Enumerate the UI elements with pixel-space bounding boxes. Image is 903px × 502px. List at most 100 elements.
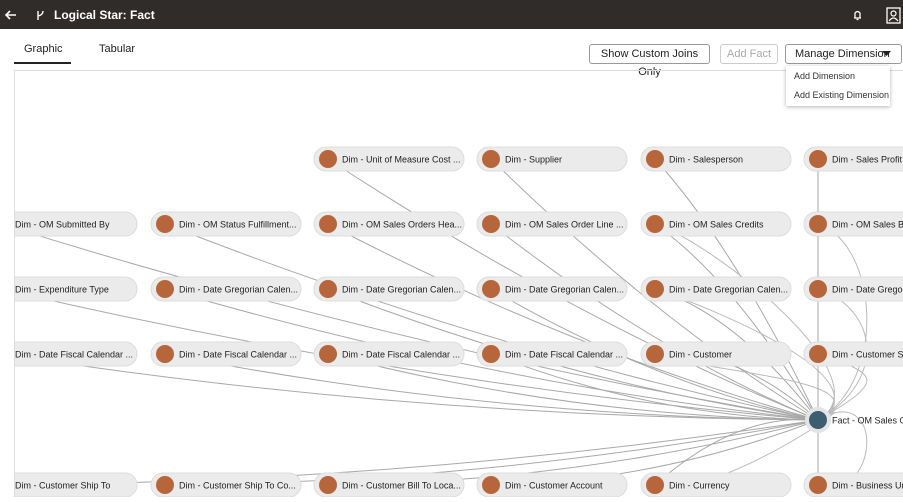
node-icon	[156, 476, 174, 494]
dimension-node[interactable]: Dim - Customer	[640, 341, 792, 367]
node-pill	[640, 146, 792, 172]
dimension-node[interactable]: Dim - Unit of Measure Cost ...	[313, 146, 465, 172]
user-body	[888, 17, 899, 22]
node-label: Dim - Unit of Measure Cost ...	[342, 154, 461, 164]
node-label: Dim - OM Sales Credits	[669, 219, 764, 229]
menu-item[interactable]: Add Dimension	[794, 71, 856, 81]
add-fact-button: Add Fact	[720, 44, 778, 64]
caret	[882, 51, 891, 56]
node-pill	[0, 341, 138, 367]
node-icon	[482, 280, 500, 298]
node-icon	[482, 150, 500, 168]
node-icon	[809, 345, 827, 363]
node-label: Dim - Customer Ship To Co...	[179, 480, 296, 490]
dimension-node[interactable]: Dim - Date Gregorian Calen...	[150, 276, 302, 302]
fact-node[interactable]: Fact - OM Sales Ord	[805, 407, 903, 433]
edge	[654, 223, 835, 421]
dimension-node[interactable]: Dim - Customer Sol	[803, 341, 903, 367]
dimension-node[interactable]: Dim - Date Fiscal Calendar ...	[150, 341, 302, 367]
edge	[654, 223, 819, 421]
dimension-node[interactable]: Dim - OM Status Fulfillment...	[150, 211, 302, 237]
dimension-node[interactable]: Dim - Supplier	[476, 146, 628, 172]
dimension-node[interactable]: Dim - Currency	[640, 472, 792, 498]
node-pill	[313, 211, 465, 237]
dimension-node[interactable]: Dim - Date Gregorian Calen...	[640, 276, 792, 302]
node-label: Dim - OM Sales Order Line ...	[505, 219, 624, 229]
node-icon	[319, 150, 337, 168]
node-pill	[803, 341, 903, 367]
dimension-node[interactable]: Dim - OM Submitted By	[0, 211, 138, 237]
branch-icon	[37, 10, 44, 20]
nodes: Dim - Unit of Measure Cost ... Dim - Supp…	[0, 146, 903, 498]
dimension-node[interactable]: Dim - Date Gregorian Calen...	[476, 276, 628, 302]
page-title: Logical Star: Fact	[54, 8, 155, 22]
bell-icon[interactable]	[854, 10, 861, 21]
dimension-node[interactable]: Dim - Date Gregoria	[803, 276, 903, 302]
node-pill	[640, 276, 792, 302]
edge	[654, 418, 819, 486]
node-pill	[0, 211, 138, 237]
node-pill	[476, 211, 628, 237]
dimension-node[interactable]: Dim - OM Sales Orders Hea...	[313, 211, 465, 237]
node-pill	[0, 276, 138, 302]
custom-joins-button[interactable]: Show Custom Joins Only	[589, 44, 710, 78]
dimension-node[interactable]: Dim - OM Sales Bus	[803, 211, 903, 237]
node-label: Dim - Date Fiscal Calendar ...	[179, 349, 297, 359]
edge	[654, 158, 819, 421]
node-icon	[482, 345, 500, 363]
node-pill	[150, 341, 302, 367]
dimension-node[interactable]: Dim - Sales Profit Co	[803, 146, 903, 172]
tab[interactable]: Tabular	[99, 43, 136, 55]
dimension-node[interactable]: Dim - Date Fiscal Calendar ...	[0, 341, 138, 367]
node-label: Dim - Date Fiscal Calendar ...	[342, 349, 460, 359]
edge	[817, 223, 868, 421]
node-label: Dim - Sales Profit Co	[832, 154, 903, 164]
back-arrow[interactable]	[4, 10, 16, 20]
node-label: Dim - OM Submitted By	[15, 219, 110, 229]
dimension-node[interactable]: Dim - Customer Ship To Co...	[150, 472, 302, 498]
dimension-node[interactable]: Dim - Business Unit	[803, 472, 903, 498]
node-icon	[156, 215, 174, 233]
node-icon	[809, 150, 827, 168]
header-icons	[4, 7, 901, 24]
node-pill	[803, 146, 903, 172]
dimension-node[interactable]: Dim - Date Fiscal Calendar ...	[313, 341, 465, 367]
node-label: Dim - Customer Bill To Loca...	[342, 480, 461, 490]
node-label: Dim - Customer Sol	[832, 349, 903, 359]
edge	[327, 158, 819, 421]
edge	[0, 353, 819, 421]
tab[interactable]: Graphic	[24, 43, 63, 55]
dimension-node[interactable]: Dim - Salesperson	[640, 146, 792, 172]
node-label: Dim - Date Fiscal Calendar ...	[15, 349, 133, 359]
dimension-node[interactable]: Dim - Date Fiscal Calendar ...	[476, 341, 628, 367]
node-pill	[150, 276, 302, 302]
manage-dimension-button[interactable]: Manage Dimension	[785, 44, 902, 64]
node-label: Dim - Date Gregorian Calen...	[505, 284, 624, 294]
dimension-node[interactable]: Dim - Customer Bill To Loca...	[313, 472, 465, 498]
edge	[490, 223, 819, 421]
node-label: Dim - Salesperson	[669, 154, 743, 164]
node-pill	[150, 211, 302, 237]
node-icon	[646, 476, 664, 494]
edge	[327, 353, 819, 421]
node-label: Dim - Date Gregoria	[832, 284, 903, 294]
edge	[327, 288, 819, 421]
node-pill	[476, 276, 628, 302]
node-pill	[640, 211, 792, 237]
dimension-node[interactable]: Dim - Date Gregorian Calen...	[313, 276, 465, 302]
node-icon	[646, 345, 664, 363]
dimension-node[interactable]: Dim - OM Sales Credits	[640, 211, 792, 237]
dimension-node[interactable]: Dim - Customer Ship To	[0, 472, 138, 498]
graph-canvas: Dim - Unit of Measure Cost ... Dim - Supp…	[0, 70, 903, 498]
graph: Dim - Unit of Measure Cost ... Dim - Supp…	[0, 146, 903, 498]
node-label: Dim - Expenditure Type	[15, 284, 109, 294]
dimension-node[interactable]: Dim - OM Sales Order Line ...	[476, 211, 628, 237]
user-icon[interactable]	[886, 7, 901, 24]
node-label: Dim - Date Fiscal Calendar ...	[505, 349, 623, 359]
dimension-node[interactable]: Dim - Expenditure Type	[0, 276, 138, 302]
node-pill	[803, 276, 903, 302]
menu-item[interactable]: Add Existing Dimension	[794, 90, 890, 100]
node-label: Dim - Date Gregorian Calen...	[179, 284, 298, 294]
node-icon	[319, 476, 337, 494]
dimension-node[interactable]: Dim - Customer Account	[476, 472, 628, 498]
